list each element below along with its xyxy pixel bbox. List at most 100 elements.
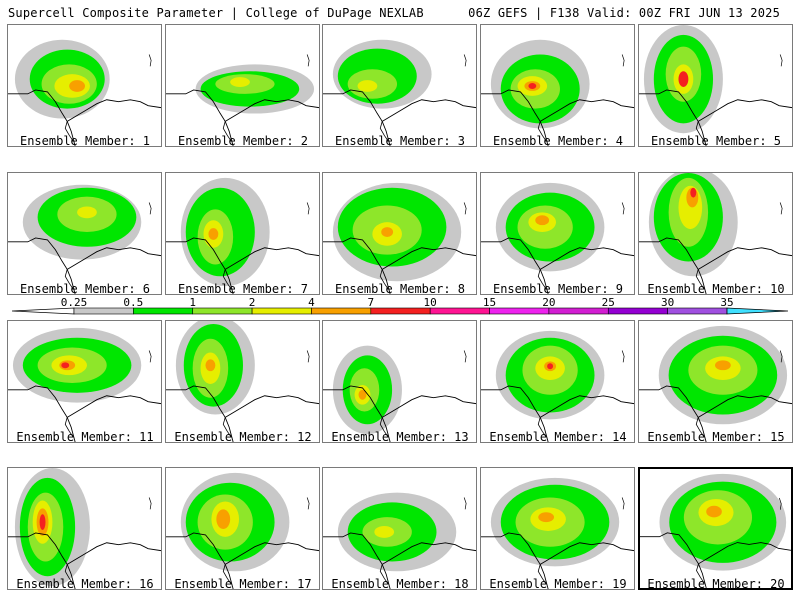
- member-panel-19[interactable]: [480, 467, 635, 590]
- colorbar-segment: [251, 307, 312, 315]
- member-panel-8[interactable]: [322, 172, 477, 295]
- member-map-1: [8, 39, 161, 146]
- member-panel-9[interactable]: [480, 172, 635, 295]
- international-border: [8, 532, 76, 589]
- member-panel-6[interactable]: [7, 172, 162, 295]
- texas-coastline: [537, 121, 547, 142]
- gulf-coastline: [381, 247, 476, 270]
- colorbar-label: 0.5: [123, 296, 143, 309]
- lake-michigan-outline: [779, 54, 783, 67]
- member-label-5: Ensemble Member: 5: [650, 134, 782, 148]
- member-map-10: [639, 173, 792, 294]
- member-map-4: [481, 39, 634, 146]
- gulf-coastline: [66, 395, 161, 418]
- scp-shading: [61, 362, 70, 369]
- page-title: Supercell Composite Parameter | College …: [8, 6, 424, 20]
- texas-coastline: [537, 564, 547, 585]
- member-label-4: Ensemble Member: 4: [492, 134, 624, 148]
- international-border: [481, 385, 549, 442]
- gulf-coastline: [697, 395, 792, 418]
- gulf-coastline: [697, 99, 792, 122]
- texas-coastline: [64, 269, 74, 290]
- member-panel-15[interactable]: [638, 320, 793, 443]
- member-label-3: Ensemble Member: 3: [334, 134, 466, 148]
- member-map-13: [323, 345, 476, 442]
- colorbar-label: 0.25: [61, 296, 88, 309]
- member-map-14: [481, 330, 634, 442]
- member-panel-12[interactable]: [165, 320, 320, 443]
- member-panel-18[interactable]: [322, 467, 477, 590]
- member-panel-4[interactable]: [480, 24, 635, 147]
- lake-michigan-outline: [621, 497, 625, 510]
- international-border: [166, 385, 234, 442]
- texas-coastline: [695, 121, 705, 142]
- member-panel-10[interactable]: [638, 172, 793, 295]
- international-border: [481, 532, 549, 589]
- member-map-17: [166, 472, 319, 589]
- member-label-18: Ensemble Member: 18: [331, 577, 469, 591]
- colorbar-segment: [548, 307, 609, 315]
- member-panel-7[interactable]: [165, 172, 320, 295]
- texas-coastline: [222, 121, 232, 142]
- lake-michigan-outline: [463, 54, 467, 67]
- lake-michigan-outline: [306, 202, 310, 215]
- colorbar-segment: [667, 307, 728, 315]
- gulf-coastline: [224, 395, 319, 418]
- texas-coastline: [695, 269, 705, 290]
- lake-michigan-outline: [778, 497, 782, 510]
- colorbar: 0.25 0.5 1 2 4 7 10 15 20 25 30 35: [11, 296, 789, 315]
- member-map-12: [166, 321, 319, 442]
- member-panel-16[interactable]: [7, 467, 162, 590]
- colorbar-segment: [429, 307, 490, 315]
- international-border: [481, 89, 549, 146]
- member-panel-14[interactable]: [480, 320, 635, 443]
- scp-shading: [358, 389, 367, 400]
- member-panel-17[interactable]: [165, 467, 320, 590]
- member-panel-1[interactable]: [7, 24, 162, 147]
- international-border: [640, 532, 707, 588]
- lake-michigan-outline: [463, 350, 467, 363]
- member-panel-20[interactable]: [638, 467, 793, 590]
- scp-shading: [381, 227, 394, 237]
- lake-michigan-outline: [463, 202, 467, 215]
- member-panel-3[interactable]: [322, 24, 477, 147]
- member-panel-13[interactable]: [322, 320, 477, 443]
- scp-shading: [678, 71, 689, 87]
- colorbar-label: 10: [424, 296, 437, 309]
- member-label-10: Ensemble Member: 10: [647, 282, 785, 296]
- member-panel-5[interactable]: [638, 24, 793, 147]
- scp-shading: [715, 360, 731, 371]
- texas-coastline: [695, 417, 705, 438]
- lake-michigan-outline: [621, 54, 625, 67]
- lake-michigan-outline: [779, 202, 783, 215]
- gulf-coastline: [539, 247, 634, 270]
- international-border: [8, 385, 76, 442]
- texas-coastline: [537, 417, 547, 438]
- gulf-coastline: [224, 542, 319, 565]
- scp-shading: [706, 505, 722, 518]
- international-border: [323, 237, 391, 294]
- gulf-coastline: [697, 247, 792, 270]
- member-label-7: Ensemble Member: 7: [177, 282, 309, 296]
- scp-shading: [374, 526, 395, 538]
- texas-coastline: [222, 269, 232, 290]
- lake-michigan-outline: [148, 350, 152, 363]
- member-label-8: Ensemble Member: 8: [334, 282, 466, 296]
- lake-michigan-outline: [148, 54, 152, 67]
- gulf-coastline: [698, 542, 791, 565]
- lake-michigan-outline: [779, 350, 783, 363]
- scp-shading: [208, 228, 219, 240]
- gulf-coastline: [539, 542, 634, 565]
- international-border: [639, 89, 707, 146]
- member-map-18: [323, 492, 476, 589]
- lake-michigan-outline: [148, 497, 152, 510]
- scp-shading: [538, 512, 555, 523]
- colorbar-over-arrow: [726, 307, 789, 315]
- scp-shading: [39, 514, 46, 530]
- gulf-coastline: [66, 99, 161, 122]
- colorbar-label: 35: [720, 296, 733, 309]
- member-label-1: Ensemble Member: 1: [19, 134, 151, 148]
- member-panel-2[interactable]: [165, 24, 320, 147]
- lake-michigan-outline: [463, 497, 467, 510]
- member-panel-11[interactable]: [7, 320, 162, 443]
